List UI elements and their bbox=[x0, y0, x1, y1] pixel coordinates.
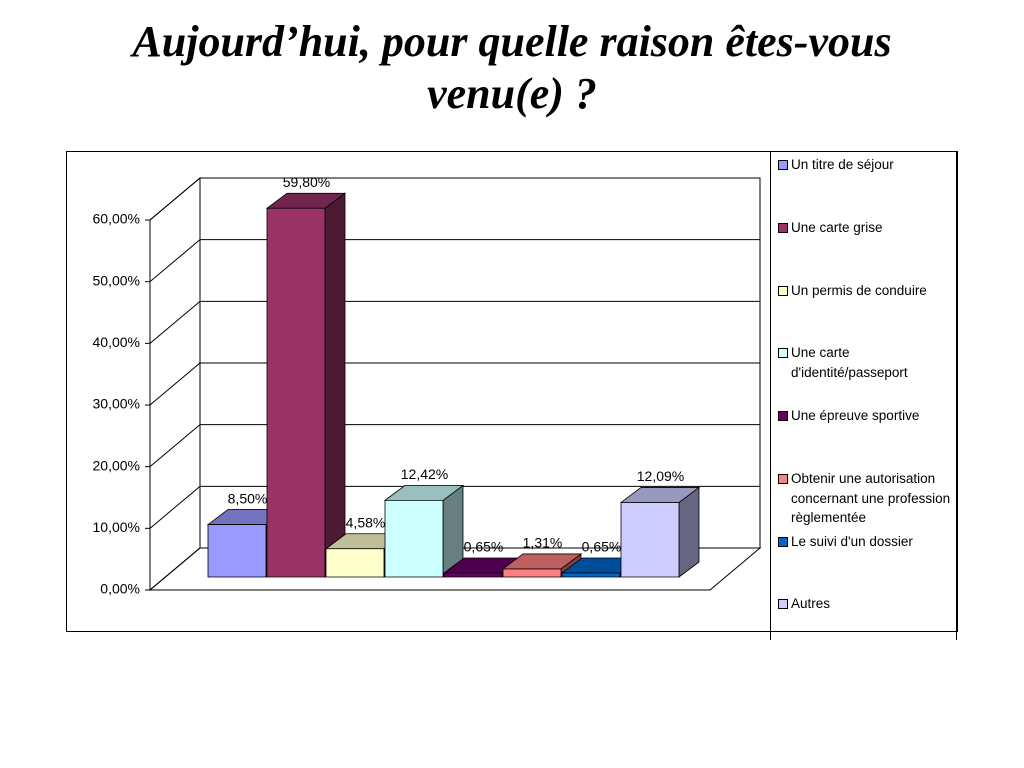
value-label: 4,58% bbox=[346, 514, 386, 530]
bar-front bbox=[207, 524, 267, 578]
bar-front bbox=[325, 548, 385, 578]
value-label: 59,80% bbox=[283, 174, 330, 190]
slide-title: Aujourd’hui, pour quelle raison êtes-vou… bbox=[132, 17, 892, 118]
y-tick-label: 60,00% bbox=[93, 211, 140, 227]
legend-swatch bbox=[778, 348, 788, 358]
value-label: 1,31% bbox=[523, 535, 563, 551]
legend-entry: Une carte grise bbox=[778, 218, 954, 238]
y-tick-label: 50,00% bbox=[93, 272, 140, 288]
bar-side bbox=[678, 486, 700, 578]
bar-front bbox=[384, 500, 444, 578]
legend-entry: Le suivi d'un dossier bbox=[778, 532, 954, 552]
legend-swatch bbox=[778, 474, 788, 484]
value-label: 12,42% bbox=[401, 466, 448, 482]
bar-front bbox=[620, 502, 680, 578]
value-label: 0,65% bbox=[582, 539, 622, 555]
y-tick-label: 0,00% bbox=[100, 581, 140, 597]
legend-label: Autres bbox=[791, 596, 831, 611]
legend-entry: Obtenir une autorisation concernant une … bbox=[778, 469, 954, 528]
bar-front bbox=[266, 207, 326, 578]
y-tick-label: 40,00% bbox=[93, 334, 140, 350]
y-tick-label: 20,00% bbox=[93, 457, 140, 473]
legend-label: Une épreuve sportive bbox=[791, 408, 920, 423]
grid-line bbox=[149, 300, 760, 344]
bar-front bbox=[443, 572, 503, 578]
bar-front bbox=[561, 572, 621, 578]
grid-line bbox=[149, 424, 760, 468]
legend-swatch bbox=[778, 286, 788, 296]
legend-label: Obtenir une autorisation concernant une … bbox=[791, 471, 951, 525]
value-label: 8,50% bbox=[228, 490, 268, 506]
grid-line bbox=[149, 485, 760, 529]
bar bbox=[324, 532, 406, 578]
legend-label: Une carte d'identité/passeport bbox=[791, 345, 908, 380]
value-label: 12,09% bbox=[637, 468, 684, 484]
grid-line bbox=[149, 547, 760, 591]
bar bbox=[265, 192, 347, 578]
legend-label: Un permis de conduire bbox=[791, 283, 927, 298]
legend-label: Un titre de séjour bbox=[791, 157, 894, 172]
bar-side bbox=[324, 192, 346, 578]
legend-entry: Une épreuve sportive bbox=[778, 406, 954, 426]
value-label: 0,65% bbox=[464, 539, 504, 555]
legend-entry: Un permis de conduire bbox=[778, 281, 954, 301]
bar bbox=[619, 486, 701, 578]
legend-swatch bbox=[778, 411, 788, 421]
y-tick-label: 30,00% bbox=[93, 396, 140, 412]
legend-label: Le suivi d'un dossier bbox=[791, 534, 913, 549]
bar-front bbox=[502, 568, 562, 578]
legend-entry: Une carte d'identité/passeport bbox=[778, 343, 954, 382]
legend-entry: Autres bbox=[778, 594, 954, 614]
legend-swatch bbox=[778, 537, 788, 547]
chart-frame bbox=[66, 151, 958, 632]
legend-swatch bbox=[778, 160, 788, 170]
y-tick-label: 10,00% bbox=[93, 519, 140, 535]
legend-swatch bbox=[778, 223, 788, 233]
bar bbox=[383, 484, 465, 578]
grid-line bbox=[149, 362, 760, 406]
grid-line bbox=[149, 177, 760, 221]
legend-swatch bbox=[778, 599, 788, 609]
legend-label: Une carte grise bbox=[791, 220, 883, 235]
grid-line bbox=[149, 239, 760, 283]
legend-entry: Un titre de séjour bbox=[778, 155, 954, 175]
